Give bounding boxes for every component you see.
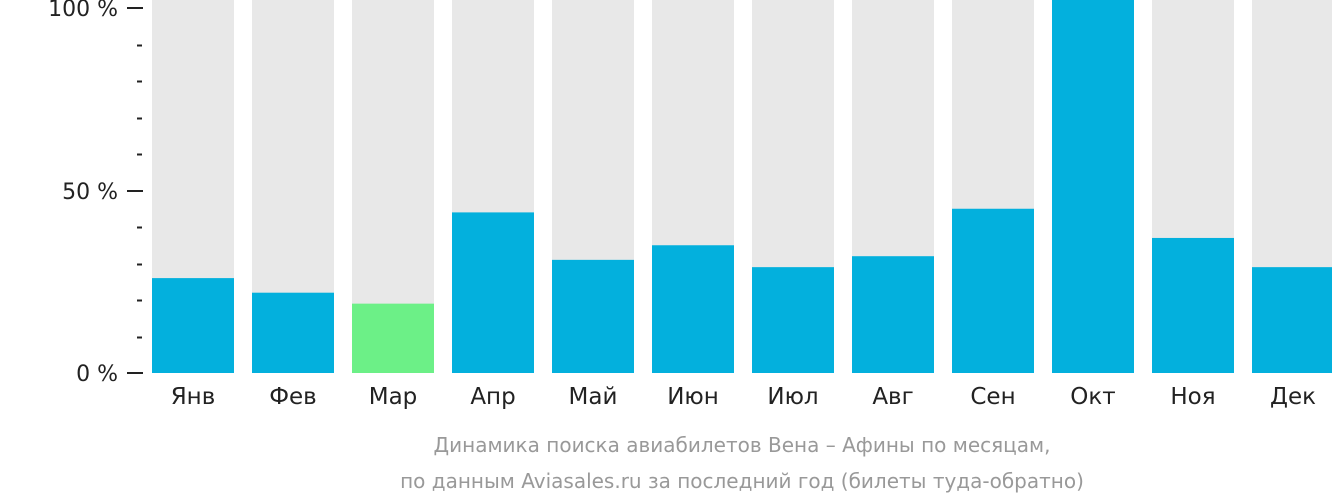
x-tick-label-1: Янв <box>171 384 216 410</box>
bar-4 <box>452 212 534 373</box>
bar-2 <box>252 292 334 373</box>
chart-caption: Динамика поиска авиабилетов Вена – Афины… <box>400 433 1084 493</box>
bar-1 <box>152 278 234 373</box>
y-axis: 0 % 50 % 100 % <box>48 0 143 387</box>
bar-6 <box>652 245 734 373</box>
x-tick-label-12: Дек <box>1270 384 1316 410</box>
bar-9 <box>952 208 1034 373</box>
x-tick-label-10: Окт <box>1070 384 1115 410</box>
x-axis: Янв Фев Мар Апр Май Июн Июл Авг Сен Окт Ноя Дек <box>171 384 1316 410</box>
y-tick-label-100: 100 % <box>48 0 118 22</box>
bar-7 <box>752 267 834 373</box>
bar-3 <box>352 303 434 373</box>
bar-11 <box>1152 237 1234 373</box>
x-tick-label-9: Сен <box>970 384 1015 410</box>
x-tick-label-6: Июн <box>667 384 719 410</box>
bar-5 <box>552 259 634 373</box>
x-tick-label-5: Май <box>569 384 618 410</box>
x-tick-label-4: Апр <box>470 384 515 410</box>
x-tick-label-3: Мар <box>369 384 418 410</box>
y-tick-label-0: 0 % <box>76 362 118 387</box>
x-tick-label-2: Фев <box>269 384 317 410</box>
bars-group <box>152 0 1332 373</box>
bar-10 <box>1052 0 1134 373</box>
bar-12 <box>1252 267 1332 373</box>
y-tick-label-50: 50 % <box>62 180 118 205</box>
bar-8 <box>852 256 934 373</box>
x-tick-label-11: Ноя <box>1170 384 1215 410</box>
x-tick-label-8: Авг <box>872 384 913 410</box>
x-tick-label-7: Июл <box>767 384 818 410</box>
caption-line-1: Динамика поиска авиабилетов Вена – Афины… <box>434 433 1051 457</box>
caption-line-2: по данным Aviasales.ru за последний год … <box>400 469 1084 493</box>
